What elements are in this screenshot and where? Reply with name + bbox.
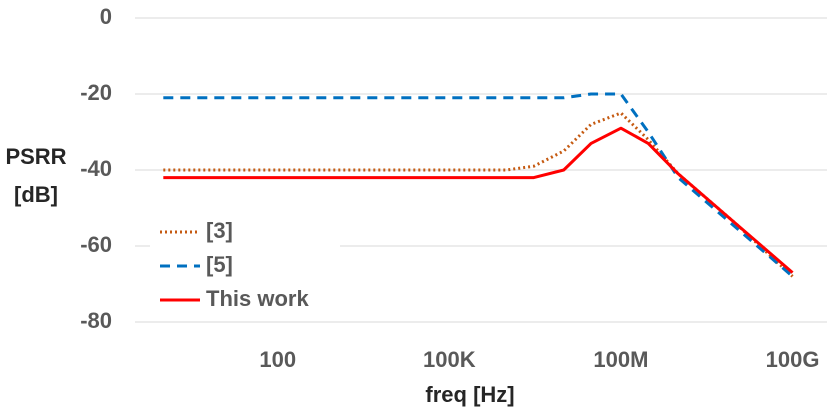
legend-label: This work <box>206 286 309 311</box>
series-line <box>163 126 794 274</box>
series-line <box>163 92 794 278</box>
y-tick-label: -40 <box>80 156 112 181</box>
x-tick-label: 100G <box>766 347 820 372</box>
y-axis-title: [dB] <box>14 182 58 207</box>
y-tick-label: 0 <box>100 4 112 29</box>
x-tick-label: 100 <box>259 347 296 372</box>
legend-label: [3] <box>206 218 233 243</box>
x-axis-title: freq [Hz] <box>425 382 514 407</box>
y-tick-label: -60 <box>80 232 112 257</box>
legend-label: [5] <box>206 252 233 277</box>
y-axis-title: PSRR <box>5 144 66 169</box>
y-tick-label: -20 <box>80 80 112 105</box>
x-tick-label: 100K <box>423 347 476 372</box>
y-tick-label: -80 <box>80 308 112 333</box>
x-tick-label: 100M <box>593 347 648 372</box>
